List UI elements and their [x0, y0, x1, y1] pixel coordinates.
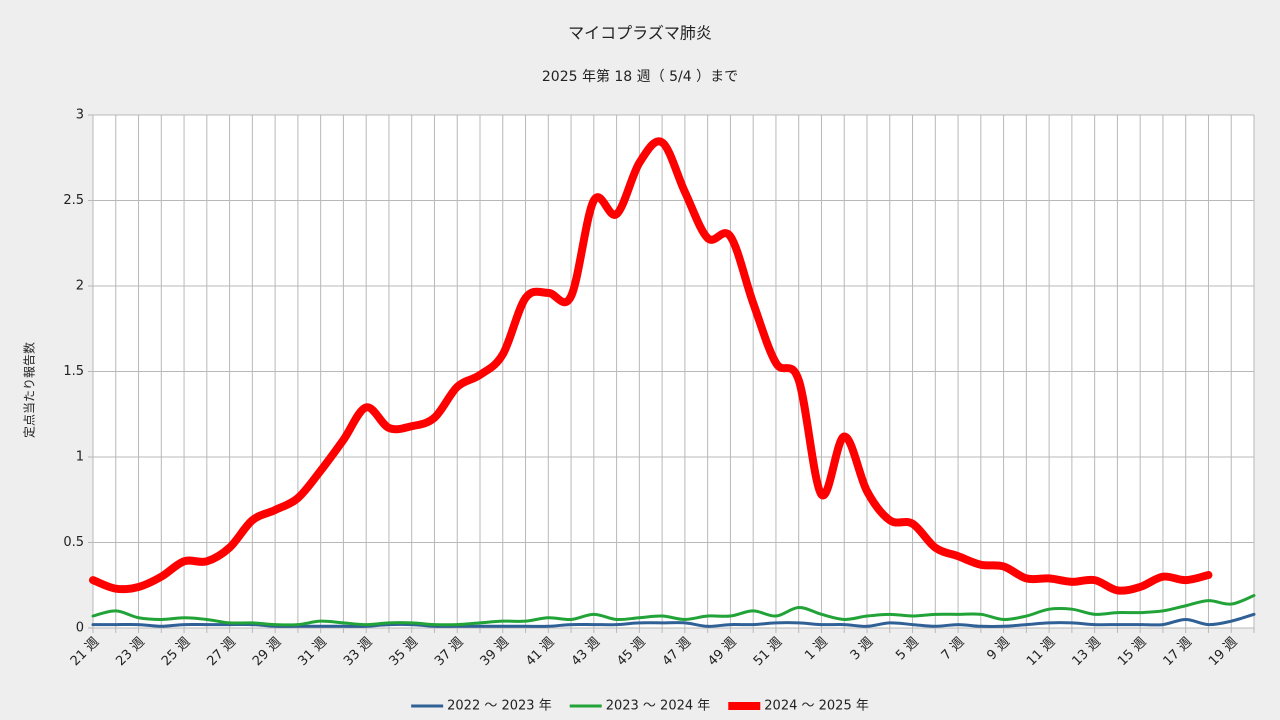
x-tick-label: 19 週 — [1206, 635, 1240, 669]
x-tick-label: 3 週 — [848, 635, 877, 664]
legend: 2022 ～ 2023 年 2023 ～ 2024 年 2024 ～ 2025 年 — [411, 699, 869, 714]
x-tick-label: 31 週 — [296, 635, 330, 669]
x-tick-label: 25 週 — [159, 635, 193, 669]
x-tick-label: 9 週 — [984, 635, 1013, 664]
line-series — [91, 612, 1256, 629]
chart-title: マイコプラズマ肺炎 — [568, 24, 712, 43]
x-tick-label: 45 週 — [614, 635, 648, 669]
y-tick-label: 0.5 — [63, 535, 84, 550]
chart-subtitle: 2025 年第 18 週（ 5/4 ）まで — [542, 68, 738, 85]
y-axis-label: 定点当たり報告数 — [22, 342, 37, 438]
y-tick-label: 1.5 — [63, 364, 84, 379]
x-tick-label: 33 週 — [341, 635, 375, 669]
x-tick-label: 43 週 — [569, 635, 603, 669]
x-tick-label: 1 週 — [802, 635, 831, 664]
x-tick-label: 49 週 — [705, 635, 739, 669]
line-series — [91, 594, 1256, 627]
y-tick-label: 3 — [76, 108, 84, 123]
x-tick-label: 11 週 — [1024, 635, 1058, 669]
x-tick-label: 21 週 — [68, 635, 102, 669]
x-tick-label: 51 週 — [751, 635, 785, 669]
y-tick-label: 2 — [76, 279, 84, 294]
legend-label: 2023 ～ 2024 年 — [606, 699, 711, 714]
x-tick-label: 15 週 — [1115, 635, 1149, 669]
x-tick-label: 29 週 — [250, 635, 284, 669]
x-tick-label: 5 週 — [893, 635, 922, 664]
x-tick-label: 37 週 — [432, 635, 466, 669]
x-tick-label: 17 週 — [1161, 635, 1195, 669]
y-tick-label: 2.5 — [63, 193, 84, 208]
x-tick-label: 39 週 — [478, 635, 512, 669]
y-tick-label: 1 — [76, 450, 84, 465]
x-tick-label: 13 週 — [1070, 635, 1104, 669]
y-tick-label: 0 — [76, 621, 84, 636]
x-tick-label: 47 週 — [660, 635, 694, 669]
legend-label: 2024 ～ 2025 年 — [764, 699, 869, 714]
x-tick-label: 7 週 — [939, 635, 968, 664]
line-series — [89, 137, 1213, 595]
x-tick-label: 27 週 — [204, 635, 238, 669]
x-tick-label: 41 週 — [523, 635, 557, 669]
legend-label: 2022 ～ 2023 年 — [447, 699, 552, 714]
x-tick-label: 35 週 — [387, 635, 421, 669]
x-tick-label: 23 週 — [113, 635, 147, 669]
